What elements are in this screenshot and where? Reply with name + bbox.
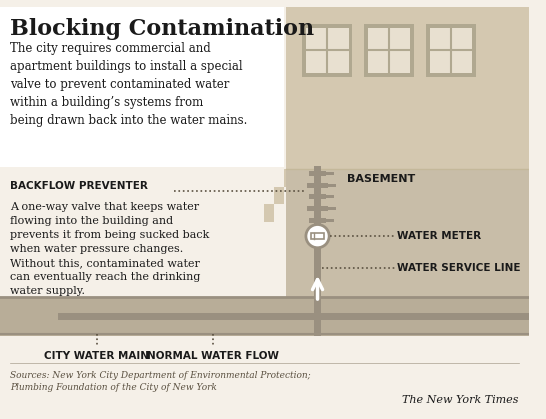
Circle shape: [306, 225, 329, 248]
Bar: [309, 194, 327, 199]
Bar: [328, 184, 336, 187]
Bar: [311, 233, 324, 239]
Bar: [430, 28, 472, 73]
Text: WATER SERVICE LINE: WATER SERVICE LINE: [397, 263, 520, 273]
Text: WATER METER: WATER METER: [397, 231, 481, 241]
Bar: [309, 171, 327, 176]
Bar: [309, 218, 327, 222]
Bar: [286, 7, 529, 297]
Bar: [264, 204, 274, 222]
Text: NORMAL WATER FLOW: NORMAL WATER FLOW: [147, 351, 279, 361]
Bar: [0, 297, 529, 336]
Bar: [284, 169, 286, 187]
Bar: [307, 206, 328, 211]
Bar: [328, 207, 336, 210]
Text: CITY WATER MAIN: CITY WATER MAIN: [44, 351, 149, 361]
Bar: [368, 28, 411, 73]
Bar: [426, 24, 476, 78]
Text: Blocking Contamination: Blocking Contamination: [10, 18, 314, 40]
Bar: [58, 313, 318, 321]
Bar: [307, 183, 328, 188]
Text: The New York Times: The New York Times: [402, 395, 519, 405]
Text: BASEMENT: BASEMENT: [347, 174, 415, 184]
Bar: [0, 7, 284, 167]
Bar: [364, 24, 414, 78]
Bar: [302, 24, 352, 78]
Bar: [286, 169, 529, 297]
Text: The city requires commercial and
apartment buildings to install a special
valve : The city requires commercial and apartme…: [10, 41, 247, 127]
Bar: [0, 336, 529, 412]
Text: BACKFLOW PREVENTER: BACKFLOW PREVENTER: [10, 181, 147, 191]
Text: Sources: New York City Department of Environmental Protection;
Plumbing Foundati: Sources: New York City Department of Env…: [10, 371, 310, 392]
Bar: [318, 313, 531, 321]
Text: A one-way valve that keeps water
flowing into the building and
prevents it from : A one-way valve that keeps water flowing…: [10, 202, 209, 296]
Bar: [274, 187, 284, 204]
Bar: [306, 28, 348, 73]
Bar: [327, 219, 334, 222]
Bar: [313, 313, 322, 316]
Bar: [0, 365, 529, 412]
Bar: [327, 172, 334, 175]
Bar: [313, 166, 322, 336]
Bar: [327, 195, 334, 198]
